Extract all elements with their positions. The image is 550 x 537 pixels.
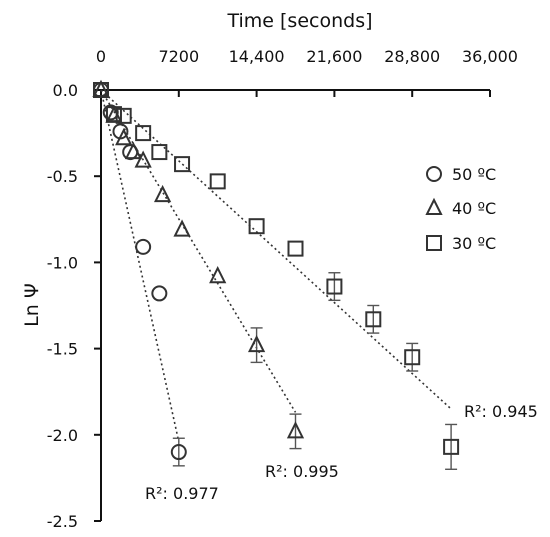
y-tick-label: -0.5 — [47, 167, 78, 186]
data-point-square — [135, 125, 152, 142]
data-point-triangle — [209, 265, 227, 284]
x-axis-title: Time [seconds] — [226, 10, 372, 32]
data-point-triangle — [134, 150, 152, 168]
data-point-triangle — [105, 105, 123, 123]
data-point-triangle — [115, 128, 133, 146]
data-point-square — [365, 311, 382, 328]
data-point-square — [326, 278, 343, 295]
data-point-triangle — [247, 334, 266, 353]
y-tick-label: -2.0 — [47, 426, 78, 445]
data-point-triangle — [153, 184, 172, 203]
y-axis-title: Ln Ψ — [21, 283, 43, 327]
data-point-triangle — [286, 421, 305, 439]
data-point-square — [209, 173, 226, 190]
y-tick-label: -1.5 — [47, 340, 78, 359]
data-point-square — [105, 106, 122, 123]
x-tick-label: 28,800 — [384, 47, 440, 66]
y-tick-label: -1.0 — [47, 253, 78, 272]
legend-label: 40 ºC — [452, 199, 496, 218]
legend-label: 50 ºC — [452, 165, 496, 184]
r2-label-40c: R²: 0.995 — [265, 462, 339, 481]
data-point-square — [174, 156, 191, 173]
trend-line — [100, 89, 452, 410]
r2-labels: R²: 0.977 R²: 0.995 R²: 0.945 — [145, 402, 538, 503]
error-bars — [172, 272, 458, 470]
trend-line — [100, 89, 297, 413]
x-tick-label: 0 — [96, 47, 106, 66]
legend-marker-circle — [426, 166, 442, 182]
r2-label-50c: R²: 0.977 — [145, 484, 219, 503]
data-point-square — [443, 438, 460, 455]
legend-marker-square — [426, 235, 442, 251]
data-point-circle — [135, 238, 152, 255]
data-point-circle — [102, 104, 119, 121]
y-tick-label: -2.5 — [47, 512, 78, 531]
data-point-square — [115, 107, 132, 124]
data-point-triangle — [173, 219, 191, 237]
x-tick-label: 7200 — [158, 47, 199, 66]
y-tick-label: 0.0 — [53, 81, 78, 100]
data-point-circle — [170, 444, 187, 461]
trend-lines — [100, 89, 452, 442]
data-point-square — [151, 144, 168, 161]
data-point-square — [93, 82, 109, 98]
x-tick-label: 21,600 — [306, 47, 362, 66]
axes: 0 7200 14,400 21,600 28,800 36,000 0.0 -0.5 -1.0… — [47, 47, 518, 531]
trend-line — [100, 89, 180, 442]
legend-marker-triangle — [425, 197, 443, 215]
r2-label-30c: R²: 0.945 — [464, 402, 538, 421]
legend: 50 ºC 40 ºC 30 ºC — [425, 165, 496, 253]
x-tick-label: 36,000 — [462, 47, 518, 66]
data-point-square — [404, 349, 421, 366]
data-point-circle — [151, 285, 168, 302]
data-points — [92, 79, 460, 461]
data-point-triangle — [124, 141, 143, 160]
data-point-square — [287, 240, 304, 257]
legend-label: 30 ºC — [452, 234, 496, 253]
data-point-square — [248, 218, 265, 235]
x-tick-label: 14,400 — [229, 47, 285, 66]
